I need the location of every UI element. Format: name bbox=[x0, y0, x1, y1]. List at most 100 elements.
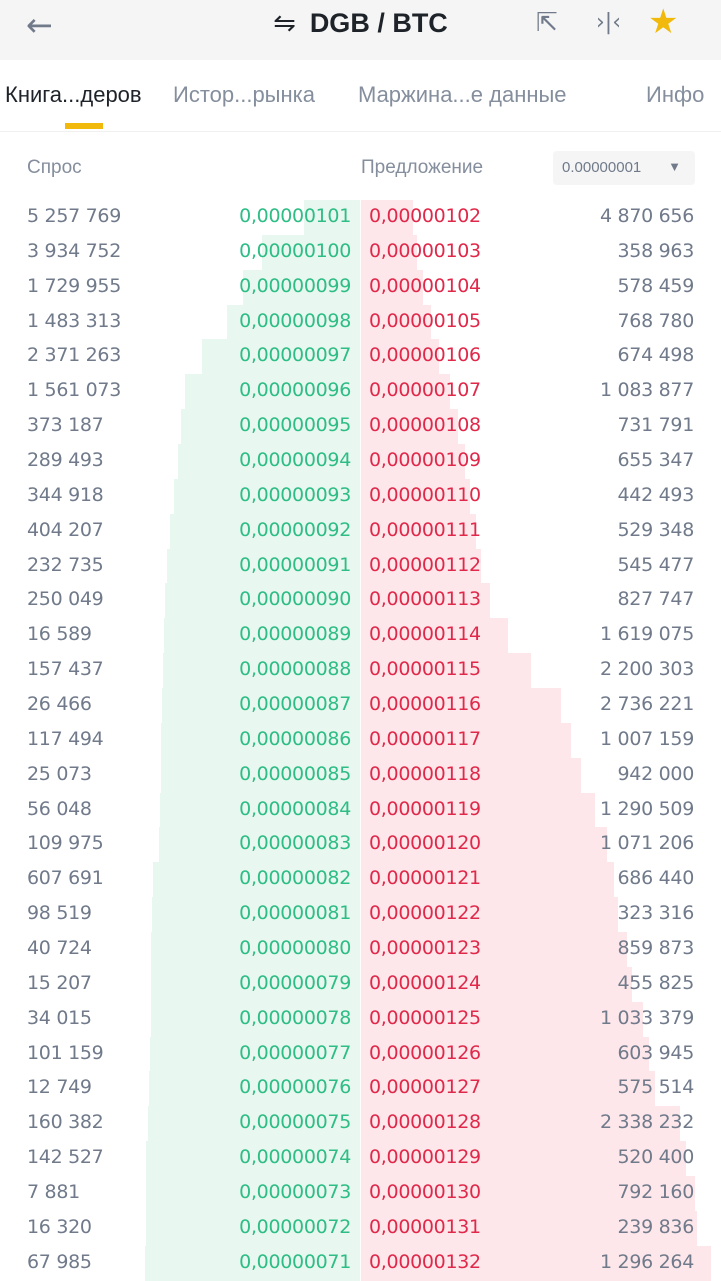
ask-depth-bar bbox=[361, 200, 414, 235]
share-icon[interactable]: ⇱ bbox=[536, 8, 558, 38]
ask-price: 0,00000132 bbox=[369, 1250, 481, 1273]
order-book-row[interactable]: 157 437 0,00000088 0,00000115 2 200 303 bbox=[0, 653, 721, 689]
tab-margin-data[interactable]: Маржина...е данные bbox=[358, 82, 567, 107]
ask-depth-bar bbox=[361, 1036, 650, 1072]
bid-depth-bar bbox=[146, 1141, 360, 1177]
ask-price: 0,00000114 bbox=[369, 623, 481, 646]
order-book-row[interactable]: 373 187 0,00000095 0,00000108 731 791 bbox=[0, 409, 721, 445]
order-book-row[interactable]: 67 985 0,00000071 0,00000132 1 296 264 bbox=[0, 1245, 721, 1281]
order-book: 5 257 769 0,00000101 0,00000102 4 870 656 3 … bbox=[0, 200, 721, 1281]
order-book-row[interactable]: 25 073 0,00000085 0,00000118 942 000 bbox=[0, 757, 721, 793]
bid-quantity: 117 494 bbox=[27, 727, 104, 750]
bid-quantity: 404 207 bbox=[27, 518, 104, 541]
order-book-row[interactable]: 34 015 0,00000078 0,00000125 1 033 379 bbox=[0, 1001, 721, 1037]
pair-title[interactable]: ⇋ DGB / BTC bbox=[0, 8, 721, 39]
ask-price: 0,00000117 bbox=[369, 727, 481, 750]
bid-depth-bar bbox=[164, 618, 360, 654]
back-arrow-icon[interactable]: ← bbox=[26, 6, 53, 44]
bid-depth-bar bbox=[167, 548, 360, 584]
ask-depth-bar bbox=[361, 548, 482, 584]
order-book-row[interactable]: 344 918 0,00000093 0,00000110 442 493 bbox=[0, 478, 721, 514]
order-book-row[interactable]: 1 561 073 0,00000096 0,00000107 1 083 877 bbox=[0, 374, 721, 410]
bid-quantity: 250 049 bbox=[27, 588, 104, 611]
ask-quantity: 1 619 075 bbox=[600, 623, 694, 646]
bid-price: 0,00000089 bbox=[239, 623, 351, 646]
bid-quantity: 109 975 bbox=[27, 832, 104, 855]
ask-depth-bar bbox=[361, 966, 632, 1002]
order-book-row[interactable]: 250 049 0,00000090 0,00000113 827 747 bbox=[0, 583, 721, 619]
bid-price: 0,00000101 bbox=[239, 205, 351, 227]
bid-price: 0,00000078 bbox=[239, 1006, 351, 1029]
ask-depth-bar bbox=[361, 1001, 643, 1037]
ask-quantity: 358 963 bbox=[617, 239, 695, 262]
order-book-row[interactable]: 16 589 0,00000089 0,00000114 1 619 075 bbox=[0, 618, 721, 654]
ask-price: 0,00000123 bbox=[369, 937, 481, 960]
bid-quantity: 1 483 313 bbox=[27, 309, 121, 332]
ask-depth-bar bbox=[361, 827, 607, 863]
bid-depth-bar bbox=[151, 932, 360, 967]
collapse-icon[interactable]: ›|‹ bbox=[596, 10, 622, 35]
bid-depth-bar bbox=[164, 583, 360, 619]
ask-depth-bar bbox=[361, 1071, 656, 1107]
bid-depth-bar bbox=[227, 304, 360, 340]
order-book-row[interactable]: 3 934 752 0,00000100 0,00000103 358 963 bbox=[0, 234, 721, 270]
bid-price: 0,00000080 bbox=[239, 937, 351, 960]
pair-name: DGB / BTC bbox=[309, 8, 448, 38]
ask-quantity: 827 747 bbox=[617, 588, 695, 611]
ask-quantity: 655 347 bbox=[617, 449, 695, 472]
order-book-row[interactable]: 2 371 263 0,00000097 0,00000106 674 498 bbox=[0, 339, 721, 375]
order-book-row[interactable]: 1 483 313 0,00000098 0,00000105 768 780 bbox=[0, 304, 721, 340]
bid-price: 0,00000096 bbox=[239, 379, 351, 402]
bid-price: 0,00000072 bbox=[239, 1215, 351, 1238]
bid-price: 0,00000085 bbox=[239, 762, 351, 785]
order-book-row[interactable]: 16 320 0,00000072 0,00000131 239 836 bbox=[0, 1210, 721, 1246]
order-book-row[interactable]: 7 881 0,00000073 0,00000130 792 160 bbox=[0, 1176, 721, 1211]
ask-price: 0,00000118 bbox=[369, 762, 481, 785]
order-book-row[interactable]: 101 159 0,00000077 0,00000126 603 945 bbox=[0, 1036, 721, 1072]
ask-price: 0,00000131 bbox=[369, 1215, 481, 1238]
ask-price: 0,00000124 bbox=[369, 971, 481, 994]
tab-info[interactable]: Инфо bbox=[646, 82, 705, 107]
ask-depth-bar bbox=[361, 234, 418, 270]
order-book-row[interactable]: 109 975 0,00000083 0,00000120 1 071 206 bbox=[0, 827, 721, 863]
ask-quantity: 686 440 bbox=[617, 867, 695, 890]
bid-quantity: 289 493 bbox=[27, 449, 104, 472]
bid-price: 0,00000099 bbox=[239, 274, 351, 297]
star-icon[interactable]: ★ bbox=[648, 2, 679, 42]
order-book-row[interactable]: 98 519 0,00000081 0,00000122 323 316 bbox=[0, 897, 721, 933]
order-book-row[interactable]: 26 466 0,00000087 0,00000116 2 736 221 bbox=[0, 688, 721, 723]
order-book-row[interactable]: 12 749 0,00000076 0,00000127 575 514 bbox=[0, 1071, 721, 1107]
order-book-row[interactable]: 404 207 0,00000092 0,00000111 529 348 bbox=[0, 513, 721, 549]
bid-depth-bar bbox=[147, 1106, 360, 1142]
bid-depth-bar bbox=[151, 897, 360, 933]
bid-quantity: 15 207 bbox=[27, 971, 92, 994]
order-book-row[interactable]: 160 382 0,00000075 0,00000128 2 338 232 bbox=[0, 1106, 721, 1142]
ask-quantity: 1 083 877 bbox=[600, 379, 694, 402]
ask-depth-bar bbox=[361, 339, 439, 375]
order-book-row[interactable]: 1 729 955 0,00000099 0,00000104 578 459 bbox=[0, 269, 721, 305]
ask-depth-bar bbox=[361, 1245, 711, 1281]
order-book-row[interactable]: 289 493 0,00000094 0,00000109 655 347 bbox=[0, 444, 721, 479]
tab-market-history[interactable]: Истор...рынка bbox=[173, 82, 315, 107]
bid-quantity: 7 881 bbox=[27, 1181, 80, 1204]
order-book-row[interactable]: 117 494 0,00000086 0,00000117 1 007 159 bbox=[0, 722, 721, 758]
bid-quantity: 142 527 bbox=[27, 1146, 104, 1169]
order-book-row[interactable]: 232 735 0,00000091 0,00000112 545 477 bbox=[0, 548, 721, 584]
bid-price: 0,00000088 bbox=[239, 658, 351, 681]
ask-quantity: 674 498 bbox=[617, 344, 695, 367]
tab-order-book[interactable]: Книга...деров bbox=[5, 82, 142, 107]
order-book-row[interactable]: 15 207 0,00000079 0,00000124 455 825 bbox=[0, 966, 721, 1002]
bid-depth-bar bbox=[169, 513, 360, 549]
ask-price: 0,00000127 bbox=[369, 1076, 481, 1099]
order-book-row[interactable]: 142 527 0,00000074 0,00000129 520 400 bbox=[0, 1141, 721, 1177]
ask-price: 0,00000104 bbox=[369, 274, 481, 297]
order-book-row[interactable]: 607 691 0,00000082 0,00000121 686 440 bbox=[0, 862, 721, 898]
bid-quantity: 344 918 bbox=[27, 483, 104, 506]
precision-value: 0.00000001 bbox=[562, 159, 642, 176]
precision-select[interactable]: 0.00000001 ▼ bbox=[553, 151, 695, 185]
ask-price: 0,00000110 bbox=[369, 483, 481, 506]
bid-quantity: 373 187 bbox=[27, 414, 104, 437]
order-book-row[interactable]: 56 048 0,00000084 0,00000119 1 290 509 bbox=[0, 792, 721, 828]
order-book-row[interactable]: 5 257 769 0,00000101 0,00000102 4 870 656 bbox=[0, 200, 721, 235]
order-book-row[interactable]: 40 724 0,00000080 0,00000123 859 873 bbox=[0, 932, 721, 967]
